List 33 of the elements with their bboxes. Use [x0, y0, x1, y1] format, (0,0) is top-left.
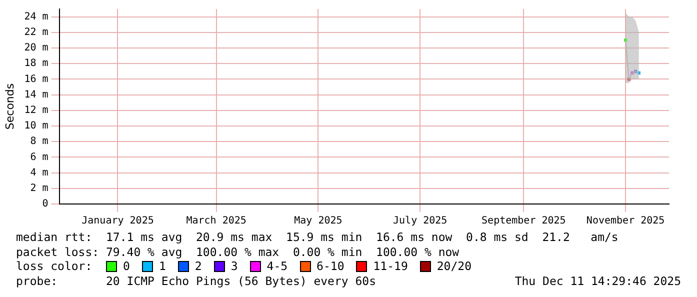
legend-label: 11-19: [372, 259, 408, 274]
legend-label: 4-5: [266, 259, 288, 274]
x-tick-label: November 2025: [586, 216, 665, 227]
legend-label: 2: [194, 259, 202, 274]
y-axis-title: Seconds: [3, 83, 16, 130]
y-tick-label: 6 m: [30, 152, 48, 163]
legend-label: 6-10: [316, 259, 344, 274]
y-tick-label: 0: [42, 198, 48, 210]
y-tick-label: 16 m: [24, 74, 48, 85]
text: Thu Dec 11 14:29:46 2025: [514, 274, 681, 288]
y-tick-label: 4 m: [30, 167, 48, 178]
y-tick-label: 24 m: [24, 11, 48, 22]
y-tick-label: 12 m: [24, 104, 48, 116]
y-tick-label: 8 m: [30, 136, 48, 148]
text: median rtt: 17.1 ms avg 20.9 ms max 15.9 ms min 16.6 ms now 0.8 ms sd 21.2 am/s: [16, 230, 620, 244]
x-tick-label: July 2025: [393, 216, 448, 227]
legend-title: loss color:: [16, 259, 94, 274]
x-tick-label: January 2025: [82, 216, 154, 227]
text: packet loss: 79.40 % avg 100.00 % max 0.00 % min 100.00 % now: [16, 244, 460, 259]
y-tick-label: 10 m: [24, 120, 48, 132]
x-tick-label: September 2025: [482, 216, 566, 227]
legend-label: 0: [122, 259, 130, 274]
y-tick-label: 14 m: [24, 89, 48, 100]
text: probe: 20 ICMP Echo Pings (56 Bytes) every 60s: [16, 274, 376, 288]
y-tick-label: 18 m: [24, 58, 48, 70]
x-tick-label: May 2025: [294, 216, 342, 227]
legend-label: 1: [158, 259, 166, 274]
y-tick-label: 20 m: [24, 42, 48, 54]
y-tick-label: 22 m: [24, 26, 48, 38]
x-tick-label: March 2025: [186, 216, 246, 227]
legend-label: 3: [230, 259, 238, 274]
legend-label: 20/20: [436, 259, 472, 274]
y-tick-label: 2 m: [30, 182, 48, 194]
